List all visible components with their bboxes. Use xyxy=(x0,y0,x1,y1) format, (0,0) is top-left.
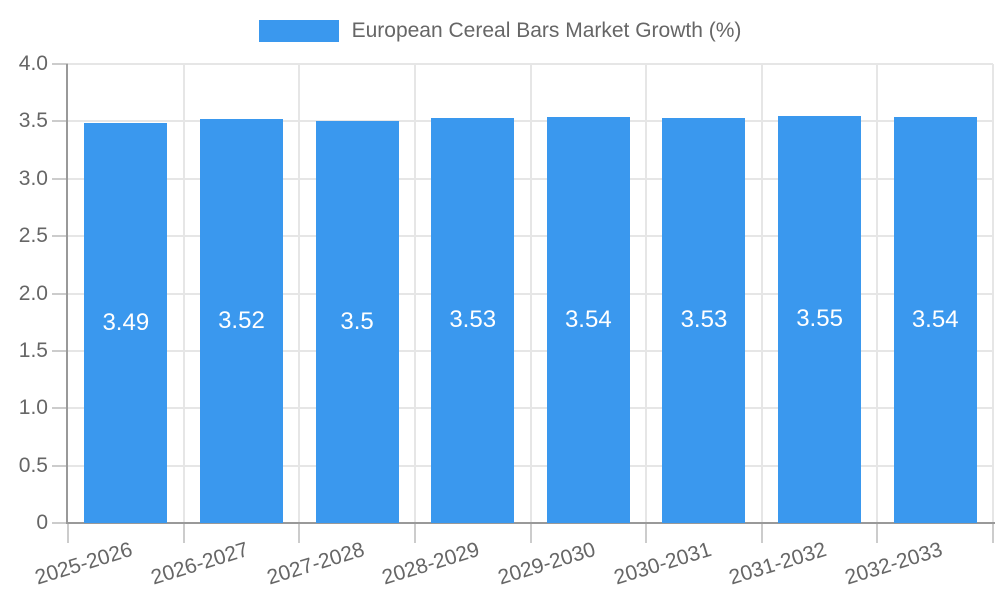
x-axis-tick xyxy=(645,523,648,543)
bar-value-label: 3.55 xyxy=(796,305,843,333)
bar-value-label: 3.54 xyxy=(911,305,959,333)
y-axis-tick xyxy=(52,63,68,65)
x-axis-category-label: 2030-2031 xyxy=(610,538,714,590)
bar-value-label: 3.49 xyxy=(102,308,150,336)
y-axis-tick xyxy=(52,464,68,467)
bar-value-label: 3.53 xyxy=(449,306,497,334)
x-axis-tick xyxy=(760,523,763,543)
gridline-vertical xyxy=(876,64,879,523)
x-axis-category-label: 2027-2028 xyxy=(264,538,367,590)
y-axis-tick-label: 2.5 xyxy=(18,224,48,248)
gridline-vertical xyxy=(298,64,301,523)
gridline-vertical xyxy=(529,64,532,523)
x-axis-tick xyxy=(876,523,879,543)
x-axis-tick xyxy=(992,523,994,543)
x-axis-tick xyxy=(413,523,416,543)
gridline-vertical xyxy=(760,64,763,523)
y-axis-tick-label: 3.5 xyxy=(18,109,48,133)
x-axis-category-label: 2029-2030 xyxy=(495,538,599,590)
x-axis-tick xyxy=(298,523,301,543)
y-axis-tick xyxy=(52,120,68,123)
y-axis-tick xyxy=(52,349,68,352)
y-axis-tick-label: 0.5 xyxy=(18,453,48,477)
x-axis-tick xyxy=(67,523,69,543)
y-axis-tick-label: 4.0 xyxy=(18,52,48,75)
bar[interactable] xyxy=(315,121,399,523)
legend-label: European Cereal Bars Market Growth (%) xyxy=(351,19,742,42)
y-axis-tick xyxy=(52,235,68,238)
y-axis-tick-label: 1.5 xyxy=(18,338,48,362)
legend-item[interactable]: European Cereal Bars Market Growth (%) xyxy=(258,17,742,45)
x-axis-tick xyxy=(182,523,185,543)
x-axis-category-label: 2031-2032 xyxy=(726,538,830,590)
gridline-vertical xyxy=(182,64,185,523)
y-axis-tick xyxy=(52,292,68,295)
gridline-vertical xyxy=(645,64,648,523)
bar[interactable] xyxy=(431,117,515,523)
bar[interactable] xyxy=(84,122,168,523)
y-axis-tick-label: 0 xyxy=(36,511,48,534)
legend: European Cereal Bars Market Growth (%) xyxy=(0,17,1000,45)
bar-value-label: 3.52 xyxy=(218,307,265,335)
x-axis-line xyxy=(66,522,995,524)
bar-value-label: 3.53 xyxy=(680,306,728,334)
y-axis-tick-label: 1.0 xyxy=(18,396,48,420)
x-axis-category-label: 2032-2033 xyxy=(842,538,945,590)
bar-value-label: 3.54 xyxy=(564,305,612,333)
y-axis-line xyxy=(66,64,68,523)
gridline-vertical xyxy=(992,64,994,523)
y-axis-tick-label: 2.0 xyxy=(18,281,48,305)
bar[interactable] xyxy=(662,117,746,523)
x-axis-category-label: 2026-2027 xyxy=(148,538,252,590)
x-axis-category-label: 2025-2026 xyxy=(32,538,136,590)
legend-swatch-icon xyxy=(258,20,339,42)
bar[interactable] xyxy=(893,116,977,523)
bar-value-label: 3.5 xyxy=(340,308,374,336)
gridline-vertical xyxy=(413,64,416,523)
y-axis-tick xyxy=(52,177,68,180)
bar[interactable] xyxy=(778,115,862,523)
y-axis-tick xyxy=(52,407,68,410)
x-axis-category-label: 2028-2029 xyxy=(379,538,483,590)
x-axis-tick xyxy=(529,523,532,543)
bar[interactable] xyxy=(546,116,630,523)
bar[interactable] xyxy=(199,119,283,523)
y-axis-tick xyxy=(52,522,68,524)
y-axis-tick-label: 3.0 xyxy=(18,166,48,190)
